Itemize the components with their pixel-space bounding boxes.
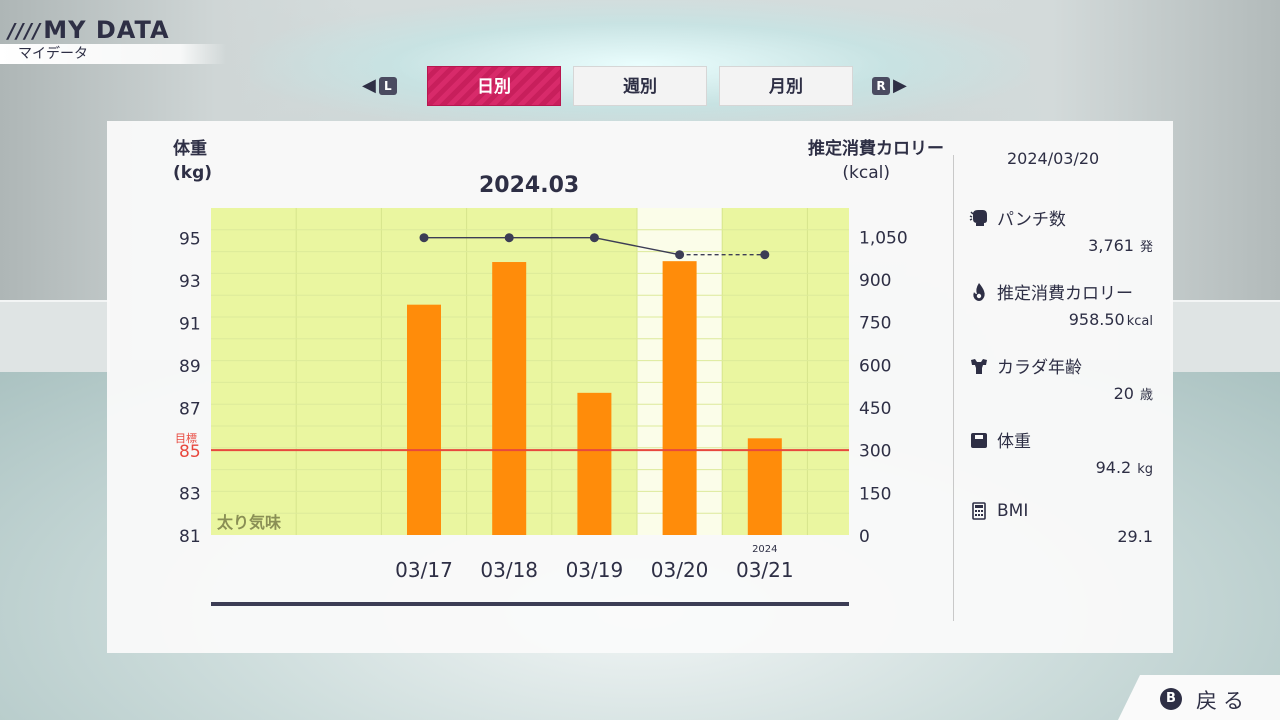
weight-axis-unit: (kg) bbox=[173, 163, 213, 183]
calorie-bar bbox=[662, 261, 697, 535]
flame-icon bbox=[973, 282, 985, 301]
calorie-tick-label: 600 bbox=[859, 356, 891, 376]
tab-daily[interactable]: 日別 bbox=[427, 66, 561, 106]
weight-tick-label: 89 bbox=[179, 357, 201, 377]
panel-divider bbox=[953, 155, 954, 621]
tab-monthly[interactable]: 月別 bbox=[719, 66, 853, 106]
calorie-axis-label: 推定消費カロリー bbox=[808, 139, 944, 159]
weight-point bbox=[504, 233, 514, 243]
calorie-bar bbox=[577, 392, 612, 535]
background-step-right bbox=[1170, 300, 1280, 372]
tab-prev-button[interactable]: ◀ L bbox=[362, 77, 397, 95]
stat-body-age-label: カラダ年齢 bbox=[997, 358, 1082, 378]
stat-punches-label: パンチ数 bbox=[997, 210, 1066, 230]
r-button-icon: R bbox=[872, 77, 890, 95]
chevron-right-icon: ▶ bbox=[893, 75, 907, 96]
calorie-axis-unit: (kcal) bbox=[842, 163, 890, 183]
calorie-tick-label: 0 bbox=[859, 527, 870, 547]
date-tick-label: 03/17 bbox=[395, 558, 453, 582]
calorie-tick-label: 300 bbox=[859, 442, 891, 462]
title-slashes: //// bbox=[8, 19, 42, 43]
stat-bmi: BMI 29.1 bbox=[969, 501, 1159, 546]
stat-weight: 体重 94.2 kg bbox=[969, 427, 1159, 477]
scale-icon bbox=[971, 432, 987, 448]
date-tick-label: 03/19 bbox=[566, 558, 624, 582]
stat-punches-unit: 発 bbox=[1139, 240, 1153, 255]
stat-punches: パンチ数 3,761 発 bbox=[969, 205, 1159, 255]
calorie-tick-label: 900 bbox=[859, 271, 891, 291]
b-button-icon: B bbox=[1160, 688, 1182, 710]
boxing-glove-icon bbox=[969, 209, 987, 226]
page-title-text: MY DATA bbox=[43, 16, 170, 44]
stat-bmi-value: 29.1 bbox=[1117, 527, 1153, 546]
stat-body-age-unit: 歳 bbox=[1139, 388, 1153, 403]
l-button-icon: L bbox=[378, 77, 397, 95]
chart-plot-area bbox=[211, 208, 849, 535]
weight-tick-label: 83 bbox=[179, 485, 201, 505]
date-tick-label: 03/21 bbox=[736, 558, 794, 582]
date-tick-label: 03/18 bbox=[480, 558, 538, 582]
chart-period: 2024.03 bbox=[479, 173, 580, 198]
weight-axis-label: 体重 bbox=[173, 139, 207, 159]
calorie-bar bbox=[747, 438, 782, 535]
stat-bmi-label: BMI bbox=[997, 501, 1029, 521]
stat-weight-unit: kg bbox=[1137, 462, 1153, 477]
background-light bbox=[250, 0, 1030, 130]
stat-calories-value: 958.50 bbox=[1068, 310, 1125, 329]
weight-tick-label: 87 bbox=[179, 400, 201, 420]
weight-line-segment bbox=[594, 237, 680, 256]
weight-tick-label: 91 bbox=[179, 315, 201, 335]
weight-tick-label: 95 bbox=[179, 230, 201, 250]
chart-scrollbar bbox=[211, 602, 849, 606]
background-step-left bbox=[0, 300, 110, 372]
chevron-left-icon: ◀ bbox=[362, 75, 376, 96]
calorie-tick-label: 750 bbox=[859, 314, 891, 334]
calorie-tick-label: 450 bbox=[859, 399, 891, 419]
page-title: ////MY DATA bbox=[8, 16, 170, 44]
summary-date: 2024/03/20 bbox=[1007, 149, 1100, 168]
muscle-body-icon bbox=[971, 358, 987, 374]
calorie-axis-title: 推定消費カロリー (kcal) bbox=[784, 137, 944, 185]
back-button[interactable]: B 戻る bbox=[1118, 675, 1280, 720]
weight-tick-label: 81 bbox=[179, 527, 201, 547]
weight-point bbox=[760, 250, 770, 260]
weight-point bbox=[419, 233, 429, 243]
stat-calories-unit: kcal bbox=[1126, 314, 1153, 329]
weight-axis-title: 体重 (kg) bbox=[173, 137, 212, 185]
back-button-label: 戻る bbox=[1196, 689, 1250, 713]
stat-punches-value: 3,761 bbox=[1088, 236, 1134, 255]
tab-next-button[interactable]: R ▶ bbox=[872, 77, 907, 95]
calorie-bar bbox=[407, 304, 441, 535]
calorie-tick-label: 1,050 bbox=[859, 228, 908, 248]
page-subtitle: マイデータ bbox=[0, 44, 226, 64]
stat-weight-value: 94.2 bbox=[1095, 458, 1132, 477]
weight-tick-label: 85 bbox=[179, 442, 201, 462]
target-label: 目標 bbox=[175, 431, 197, 445]
year-tick-label: 2024 bbox=[752, 544, 777, 555]
calorie-tick-label: 150 bbox=[859, 484, 891, 504]
stat-body-age-value: 20 bbox=[1113, 384, 1134, 403]
stat-calories-label: 推定消費カロリー bbox=[997, 284, 1133, 304]
zone-label: 太り気味 bbox=[216, 513, 281, 532]
stat-body-age: カラダ年齢 20 歳 bbox=[969, 353, 1159, 403]
calorie-bar bbox=[492, 262, 527, 535]
weight-point bbox=[589, 233, 599, 243]
weight-point bbox=[675, 250, 685, 260]
tab-weekly[interactable]: 週別 bbox=[573, 66, 707, 106]
stat-weight-label: 体重 bbox=[997, 432, 1031, 452]
data-panel: 体重 (kg) 推定消費カロリー (kcal) 2024.03 81 83 85 87… bbox=[107, 121, 1173, 653]
date-tick-label: 03/20 bbox=[651, 558, 709, 582]
calorie-weight-chart: 81 83 85 87 89 91 93 95 目標 0 150 300 450 600 750 900 1,0… bbox=[175, 208, 908, 606]
calculator-icon bbox=[972, 502, 986, 520]
weight-tick-label: 93 bbox=[179, 272, 201, 292]
period-tab-bar: ◀ L 日別 週別 月別 R ▶ bbox=[360, 66, 920, 108]
stat-calories: 推定消費カロリー 958.50 kcal bbox=[969, 279, 1159, 329]
